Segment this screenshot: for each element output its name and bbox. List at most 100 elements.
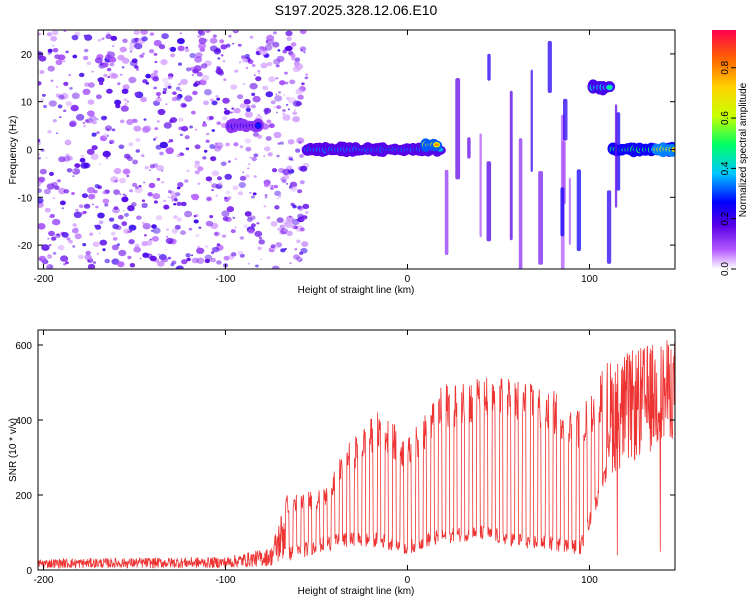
- spectrogram-noise-blob: [216, 97, 221, 101]
- spectrogram-noise-blob: [143, 118, 147, 121]
- spectrogram-noise-blob: [109, 56, 117, 63]
- spectrogram-noise-blob: [154, 136, 158, 140]
- spectrogram-noise-blob: [274, 95, 283, 102]
- spectrogram-noise-blob: [202, 122, 207, 127]
- spectrogram-noise-blob: [177, 38, 185, 45]
- spectrogram-noise-blob: [196, 71, 203, 77]
- spectrogram-noise-blob: [279, 141, 284, 145]
- spectrogram-y-tick-label: -20: [18, 241, 33, 252]
- spectrogram-noise-blob: [91, 145, 98, 151]
- spectrogram-noise-blob: [209, 144, 216, 149]
- spectrogram-noise-blob: [211, 183, 218, 189]
- spectrogram-noise-blob: [204, 258, 211, 264]
- spectrogram-noise-blob: [248, 229, 255, 234]
- spectrogram-noise-blob: [258, 236, 263, 240]
- spectrogram-noise-blob: [159, 141, 168, 149]
- spectrogram-noise-blob: [129, 50, 133, 53]
- spectrogram-streak: [568, 177, 571, 245]
- spectrogram-noise-blob: [134, 92, 140, 96]
- spectrogram-noise-blob: [290, 53, 296, 58]
- spectrogram-noise-blob: [186, 67, 191, 72]
- spectrogram-noise-blob: [56, 233, 60, 236]
- spectrogram-noise-blob: [227, 160, 231, 163]
- spectrogram-noise-blob: [216, 66, 221, 70]
- spectrogram-noise-blob: [242, 171, 245, 174]
- spectrogram-noise-blob: [142, 52, 145, 55]
- spectrogram-noise-blob: [300, 49, 303, 52]
- spectrogram-noise-blob: [141, 241, 148, 247]
- spectrogram-noise-blob: [40, 98, 45, 102]
- spectrogram-noise-blob: [119, 46, 128, 53]
- spectrogram-noise-blob: [264, 146, 271, 152]
- spectrogram-noise-blob: [153, 52, 158, 56]
- spectrogram-noise-blob: [244, 211, 252, 217]
- spectrogram-noise-blob: [176, 201, 182, 206]
- spectrogram-noise-blob: [52, 47, 59, 53]
- spectrogram-noise-blob: [61, 232, 69, 238]
- spectrogram-noise-blob: [128, 142, 134, 147]
- spectrogram-noise-blob: [45, 156, 49, 159]
- spectrogram-noise-blob: [233, 142, 239, 147]
- spectrogram-noise-blob: [66, 168, 73, 173]
- spectrogram-noise-blob: [122, 193, 125, 195]
- spectrogram-noise-blob: [111, 128, 116, 132]
- spectrogram-noise-blob: [191, 110, 196, 115]
- spectrogram-noise-blob: [68, 240, 73, 244]
- spectrogram-noise-blob: [184, 135, 190, 140]
- spectrogram-noise-blob: [220, 44, 228, 50]
- spectrogram-noise-blob: [154, 200, 158, 204]
- spectrogram-noise-blob: [186, 169, 190, 173]
- spectrogram-noise-blob: [253, 175, 257, 178]
- spectrogram-noise-blob: [55, 132, 59, 135]
- spectrogram-noise-blob: [215, 244, 224, 251]
- spectrogram-noise-blob: [167, 190, 172, 194]
- spectrogram-noise-blob: [158, 44, 166, 50]
- spectrogram-noise-blob: [169, 117, 178, 123]
- spectrogram-noise-blob: [89, 194, 95, 199]
- spectrogram-noise-blob: [148, 49, 155, 54]
- spectrogram-noise-blob: [87, 186, 95, 194]
- spectrogram-noise-blob: [304, 76, 309, 80]
- spectrogram-noise-blob: [276, 217, 284, 223]
- spectrogram-noise-blob: [119, 193, 122, 196]
- spectrogram-noise-blob: [211, 100, 218, 106]
- spectrogram-noise-blob: [151, 235, 159, 242]
- spectrogram-noise-blob: [209, 181, 212, 184]
- spectrogram-noise-blob: [171, 200, 174, 202]
- spectrogram-noise-blob: [124, 212, 129, 217]
- spectrogram-noise-blob: [220, 54, 224, 57]
- spectrogram-noise-blob: [84, 82, 90, 87]
- spectrogram-noise-blob: [179, 133, 184, 137]
- spectrogram-noise-blob: [297, 213, 304, 220]
- spectrogram-noise-blob: [63, 263, 67, 266]
- spectrogram-noise-blob: [79, 157, 86, 163]
- spectrogram-noise-blob: [42, 93, 46, 97]
- spectrogram-noise-blob: [164, 249, 168, 251]
- spectrogram-x-tick-label: -200: [33, 274, 53, 285]
- spectrogram-noise-blob: [50, 79, 54, 83]
- spectrogram-noise-blob: [267, 152, 273, 157]
- spectrogram-noise-blob: [224, 107, 227, 111]
- spectrogram-noise-blob: [87, 255, 92, 260]
- spectrogram-noise-blob: [239, 103, 247, 109]
- colorbar-ticks: 0.0 0.2 0.4 0.6 0.8: [720, 60, 736, 276]
- spectrogram-noise-blob: [244, 111, 253, 118]
- spectrogram-noise-blob: [246, 105, 251, 109]
- spectrogram-noise-blob: [80, 154, 85, 159]
- spectrogram-noise-blob: [291, 159, 294, 161]
- spectrogram-noise-blob: [71, 192, 75, 195]
- spectrogram-noise-blob: [203, 100, 209, 106]
- spectrogram-noise-blob: [167, 256, 172, 260]
- spectrogram-noise-blob: [181, 202, 186, 206]
- spectrogram-noise-blob: [104, 203, 109, 207]
- spectrogram-noise-blob: [113, 189, 120, 195]
- spectrogram-noise-blob: [121, 196, 129, 203]
- spectrogram-noise-blob: [97, 38, 102, 42]
- spectrogram-noise-blob: [72, 223, 77, 227]
- spectrogram-noise-blob: [46, 32, 53, 37]
- spectrogram-noise-blob: [122, 168, 131, 175]
- spectrogram-noise-blob: [48, 244, 52, 247]
- spectrogram-noise-blob: [128, 239, 135, 245]
- spectrogram-noise-blob: [63, 109, 67, 113]
- spectrogram-noise-blob: [265, 91, 274, 98]
